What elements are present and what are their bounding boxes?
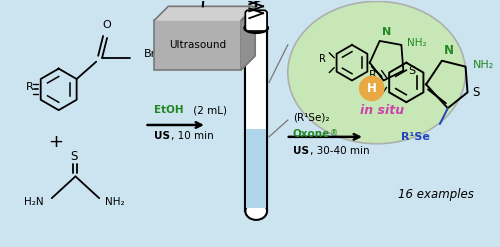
- Text: NH₂: NH₂: [408, 38, 427, 48]
- Ellipse shape: [288, 1, 466, 144]
- Text: Oxone: Oxone: [292, 129, 330, 139]
- Text: (R¹Se)₂: (R¹Se)₂: [292, 112, 329, 122]
- Bar: [246, 129, 266, 208]
- Text: ®: ®: [330, 129, 338, 138]
- Text: in situ: in situ: [360, 104, 404, 117]
- Bar: [246, 28, 267, 211]
- Text: NH₂: NH₂: [472, 60, 494, 70]
- Text: US: US: [154, 131, 170, 141]
- Text: , 30-40 min: , 30-40 min: [310, 146, 369, 156]
- Text: R: R: [26, 82, 34, 92]
- Text: R: R: [369, 70, 376, 80]
- Text: US: US: [292, 146, 308, 156]
- Text: , 10 min: , 10 min: [172, 131, 214, 141]
- Ellipse shape: [246, 202, 267, 220]
- Text: Br: Br: [144, 49, 156, 59]
- Polygon shape: [154, 6, 255, 20]
- FancyBboxPatch shape: [154, 20, 242, 70]
- Text: N: N: [444, 44, 454, 57]
- Text: H₂N: H₂N: [24, 197, 44, 207]
- Text: S: S: [472, 86, 480, 99]
- Text: NH₂: NH₂: [105, 197, 124, 207]
- Text: S: S: [70, 150, 77, 163]
- Ellipse shape: [244, 23, 268, 33]
- Text: O: O: [102, 20, 112, 30]
- Text: EtOH: EtOH: [154, 105, 184, 115]
- FancyBboxPatch shape: [246, 10, 267, 31]
- Text: 16 examples: 16 examples: [398, 188, 474, 201]
- Text: (2 mL): (2 mL): [190, 105, 227, 115]
- Text: Ultrasound: Ultrasound: [170, 40, 226, 50]
- Text: +: +: [48, 133, 63, 151]
- Circle shape: [359, 76, 384, 101]
- Text: R: R: [320, 54, 326, 64]
- Polygon shape: [242, 6, 255, 70]
- Text: S: S: [408, 66, 416, 76]
- Text: N: N: [382, 27, 391, 37]
- Text: H: H: [367, 82, 376, 95]
- Text: R¹Se: R¹Se: [401, 132, 430, 142]
